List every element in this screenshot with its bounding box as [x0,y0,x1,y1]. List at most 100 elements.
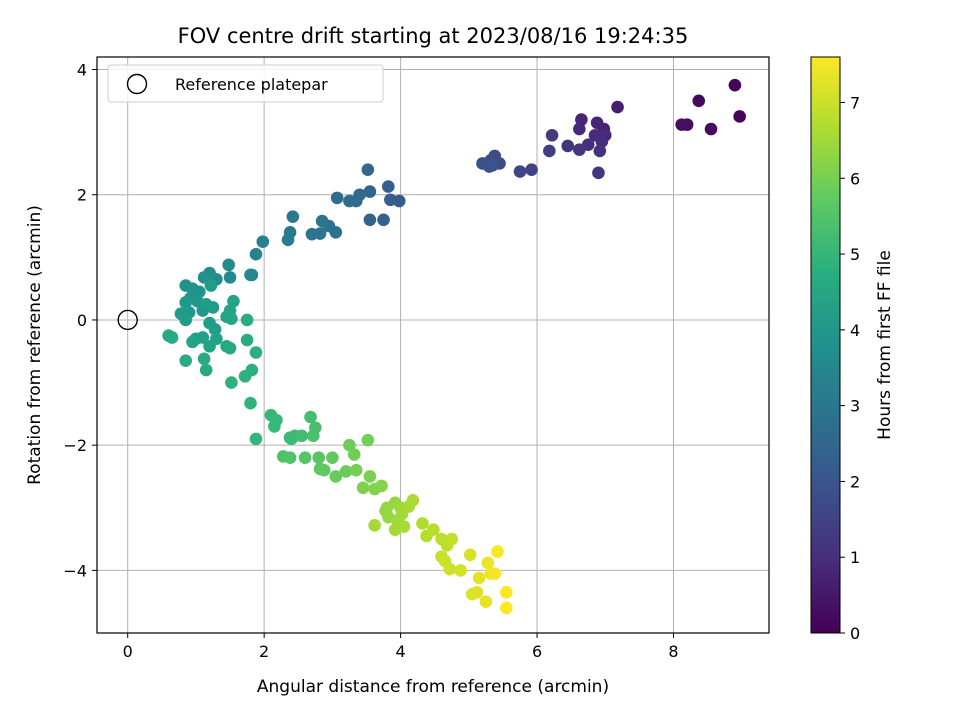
data-point-108 [298,451,312,464]
colorbar-tick-label-2: 2 [850,472,860,491]
data-point-107 [283,451,297,464]
data-point-75 [203,339,216,353]
data-point-120 [356,481,370,495]
data-point-80 [225,312,238,326]
data-point-93 [225,376,238,389]
data-point-118 [361,433,375,447]
data-point-87 [179,354,192,367]
data-point-22 [513,165,527,178]
data-point-66 [179,313,192,327]
data-point-119 [363,470,377,483]
data-point-86 [199,363,213,377]
data-point-52 [223,271,237,284]
data-point-105 [306,429,320,443]
data-point-147 [470,586,484,599]
data-point-17 [573,143,586,156]
data-point-111 [317,463,331,477]
data-point-137 [427,523,440,536]
data-point-84 [165,331,179,344]
data-point-15 [593,144,607,158]
y-tick-label-3: 2 [77,186,87,205]
data-point-47 [281,233,295,247]
data-point-101 [285,432,298,446]
x-axis-ticks: 0 2 4 6 8 [123,633,679,661]
data-point-44 [305,227,319,241]
x-tick-label-2: 4 [396,642,406,661]
data-point-35 [361,163,375,176]
data-point-38 [343,194,356,208]
y-axis-label: Rotation from reference (arcmin) [25,205,45,485]
data-point-140 [445,532,459,546]
data-point-144 [454,564,467,577]
data-point-20 [543,144,556,158]
data-point-122 [375,479,388,493]
data-point-30 [384,193,397,207]
data-point-103 [304,410,317,424]
colorbar-label: Hours from first FF file [875,250,895,440]
data-point-1 [733,110,746,123]
y-tick-label-2: 0 [77,311,87,330]
data-point-71 [208,323,222,336]
colorbar: 0 1 2 3 4 5 6 7 Hours from first FF file [810,56,895,643]
data-point-13 [595,135,609,148]
data-point-149 [479,595,493,608]
plot-frame [96,56,770,634]
data-point-39 [330,191,344,205]
data-point-28 [482,160,496,173]
data-point-9 [575,113,588,126]
data-point-49 [249,247,263,261]
data-point-135 [416,517,429,530]
data-point-148 [472,571,486,585]
data-point-114 [339,465,353,478]
data-point-89 [240,333,254,347]
data-point-153 [491,545,504,558]
data-point-88 [240,313,254,327]
x-tick-label-3: 6 [532,642,542,661]
data-point-109 [312,451,326,464]
legend: Reference platepar [107,64,384,103]
data-point-51 [245,268,259,282]
colorbar-gradient [810,56,841,634]
data-point-0 [728,78,742,92]
data-point-82 [223,341,237,355]
data-point-155 [500,601,513,615]
colorbar-tick-label-1: 1 [850,548,860,567]
colorbar-tick-label-3: 3 [850,397,860,416]
data-point-45 [286,210,300,223]
data-point-90 [249,346,263,359]
data-point-117 [349,463,363,477]
data-point-19 [545,128,559,142]
colorbar-tick-label-5: 5 [850,245,860,264]
data-point-112 [326,451,339,464]
data-point-33 [363,213,377,227]
data-point-42 [315,214,329,228]
data-point-34 [363,185,377,198]
grid-lines [97,57,769,633]
data-point-2 [704,122,718,136]
reference-platepar-marker [117,309,138,331]
y-axis-ticks: −4 −2 0 2 4 [63,61,97,580]
data-point-21 [525,163,538,176]
colorbar-tick-label-4: 4 [850,321,860,340]
data-points [162,78,746,615]
data-point-116 [347,448,361,461]
data-point-32 [377,213,390,227]
data-point-92 [238,370,252,383]
data-point-85 [197,352,211,366]
data-point-154 [500,586,513,599]
reference-marker-layer [117,309,138,331]
data-point-98 [268,420,281,433]
data-point-18 [592,166,605,180]
colorbar-tick-label-6: 6 [850,169,860,188]
data-point-59 [179,279,192,292]
data-point-8 [590,116,604,130]
data-point-53 [222,258,235,272]
colorbar-tick-label-7: 7 [850,93,860,112]
data-point-48 [256,235,270,248]
data-point-10 [573,122,586,136]
data-point-150 [481,556,495,570]
legend-entry-label: Reference platepar [175,75,328,94]
legend-box [107,64,384,103]
data-point-95 [249,432,263,446]
